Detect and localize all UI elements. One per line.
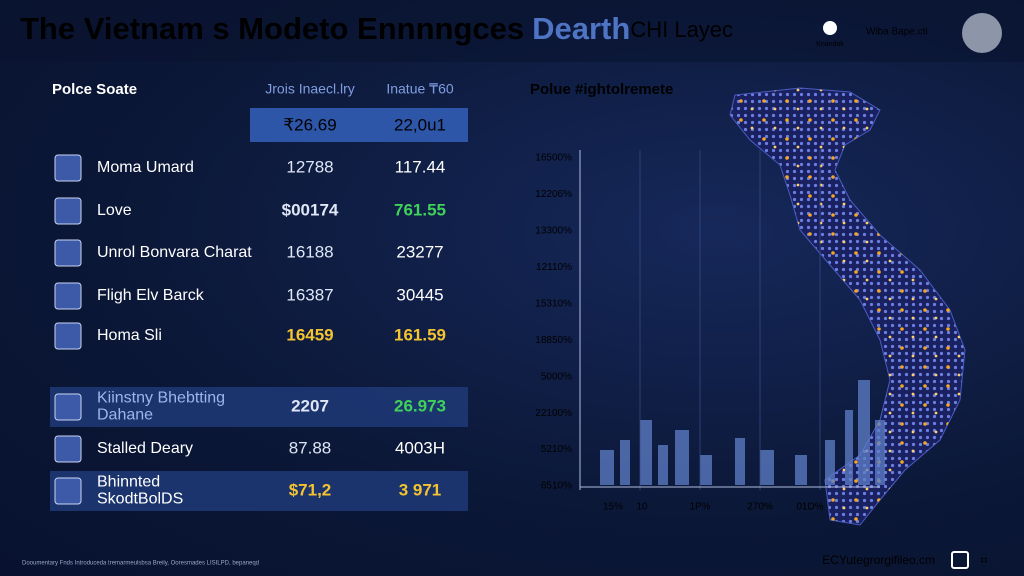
brand-mark: Knandok xyxy=(816,41,844,48)
row-name: Moma Umard xyxy=(97,159,194,176)
row-icon xyxy=(54,154,82,182)
row-name: Unrol Bonvara Charat xyxy=(97,244,252,261)
footer-site[interactable]: ECYutegrorgifileo.cm xyxy=(822,553,935,567)
row-name: Stalled Deary xyxy=(97,440,193,457)
x-label: 1P% xyxy=(689,502,710,513)
brand: Wiba Bape.cti xyxy=(866,27,928,38)
row-icon xyxy=(54,322,82,350)
y-label: 5000% xyxy=(541,371,572,382)
row-name: Bhinnted xyxy=(97,474,160,491)
map-panel: Polue #ightolremete 16500% 12206% 13300% 121… xyxy=(530,81,966,526)
row-icon xyxy=(54,477,82,505)
row-cell: 2207 xyxy=(291,396,329,415)
y-label: 18850% xyxy=(535,335,572,346)
row-name: Kiinstny Bhebtting xyxy=(97,390,225,407)
column-header: Inatue ₸60 xyxy=(386,81,454,97)
row-cell: 26.973 xyxy=(394,396,446,415)
row-highlight xyxy=(50,471,468,511)
x-label: 270% xyxy=(747,502,773,513)
title: The Vietnam s Modeto Ennnngces DearthCHI … xyxy=(20,11,733,46)
title-accent: Dearth xyxy=(532,11,630,46)
brand-icon xyxy=(823,21,837,35)
row-cell: 30445 xyxy=(396,285,443,304)
row-icon xyxy=(54,282,82,310)
summary-bar xyxy=(250,108,468,142)
row-cell: 4003H xyxy=(395,438,445,457)
x-label: 01D% xyxy=(796,502,823,513)
row-cell: 23277 xyxy=(396,242,443,261)
row-cell: 16188 xyxy=(286,242,333,261)
row-cell: $71,2 xyxy=(289,480,332,499)
y-label: 6510% xyxy=(541,481,572,492)
row-cell: 117.44 xyxy=(395,157,446,176)
footer-icon[interactable] xyxy=(951,551,969,569)
row-cell: 3 971 xyxy=(399,480,442,499)
table: Polce Soate Jrois Inaecl.lry Inatue ₸60 ₹26… xyxy=(50,81,468,511)
y-label: 12206% xyxy=(535,189,572,200)
row-icon xyxy=(54,435,82,463)
x-label: 15% xyxy=(603,502,623,513)
row-highlight xyxy=(50,387,468,427)
row-icon xyxy=(54,197,82,225)
column-header: Jrois Inaecl.lry xyxy=(265,81,354,97)
row-icon xyxy=(54,239,82,267)
map-hotspots xyxy=(730,88,965,525)
title-tail: CHI Layec xyxy=(630,17,733,42)
row-cell: 761.55 xyxy=(394,200,446,219)
footer-icon-2[interactable]: ⌗ xyxy=(980,552,988,568)
row-name: SkodtBolDS xyxy=(97,491,183,508)
row-cell: 16387 xyxy=(286,285,333,304)
moon-avatar[interactable] xyxy=(962,13,1002,53)
row-cell: 87.88 xyxy=(289,438,332,457)
row-cell: 161.59 xyxy=(394,325,446,344)
row-cell: $00174 xyxy=(282,200,339,219)
footer-note: Dooumentary Fnds Introduceda tremarmeuls… xyxy=(22,561,259,567)
summary-cell: ₹26.69 xyxy=(283,115,336,134)
y-label: 22100% xyxy=(535,408,572,419)
y-label: 13300% xyxy=(535,226,572,237)
summary-cell: 22,0u1 xyxy=(394,115,446,134)
y-label: 12110% xyxy=(536,262,572,273)
header-bar xyxy=(0,0,1024,62)
row-name: Homa Sli xyxy=(97,327,162,344)
row-name: Dahane xyxy=(97,407,153,424)
title-main: The Vietnam s Modeto Ennnngces xyxy=(20,11,524,46)
row-cell: 16459 xyxy=(286,325,333,344)
x-label: 10 xyxy=(636,502,648,513)
y-label: 15310% xyxy=(535,298,572,309)
map-title: Polue #ightolremete xyxy=(530,81,673,98)
row-name: Love xyxy=(97,202,132,219)
y-label: 16500% xyxy=(535,153,572,164)
row-name: Fligh Elv Barck xyxy=(97,287,205,304)
skyline xyxy=(600,380,885,485)
y-label: 5210% xyxy=(541,444,572,455)
row-cell: 12788 xyxy=(286,157,333,176)
row-icon xyxy=(54,393,82,421)
column-header: Polce Soate xyxy=(52,81,137,98)
